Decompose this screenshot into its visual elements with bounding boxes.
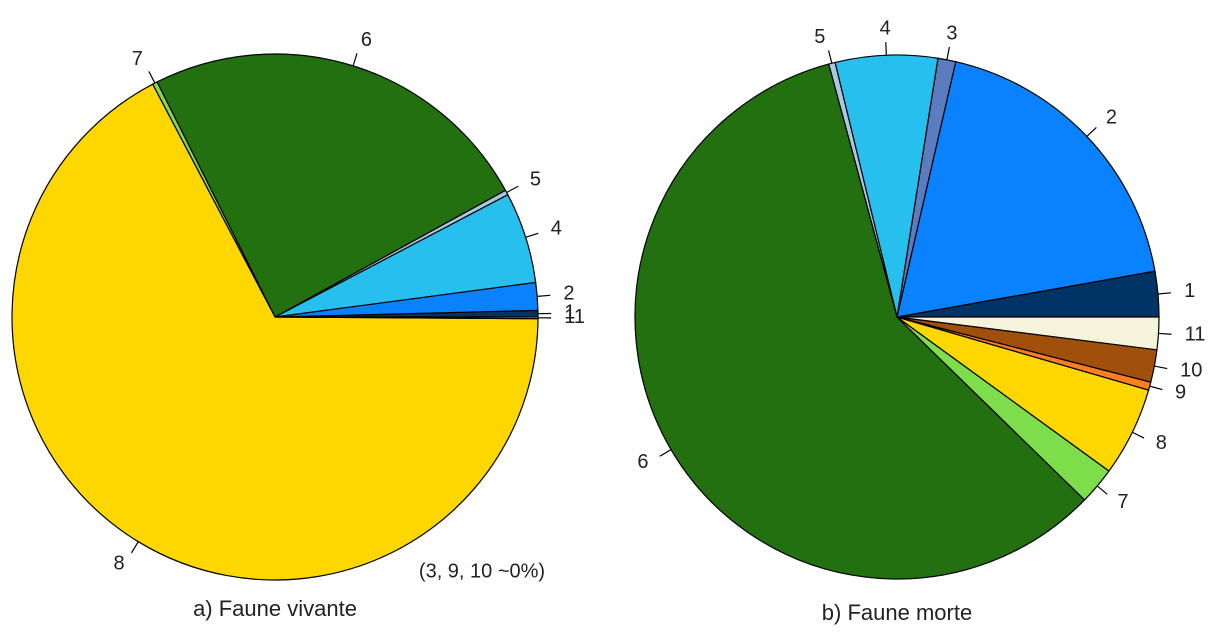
pie-slice (896, 60, 1156, 318)
slice-label: 2 (1106, 107, 1117, 129)
chart-title: b) Faune morte (822, 600, 972, 625)
label-leader (828, 50, 833, 64)
label-leader (1096, 485, 1108, 495)
slice-label: 2 (563, 283, 574, 305)
chart-title: a) Faune vivante (193, 596, 357, 621)
slice-label: 3 (946, 22, 957, 44)
label-leader (1157, 292, 1172, 295)
label-leader (525, 232, 539, 238)
slice-label: 7 (1117, 491, 1128, 513)
annotation: (3, 9, 10 ~0%) (419, 560, 545, 582)
label-leader (506, 185, 519, 194)
slice-label: 7 (132, 48, 143, 70)
slice-label: 4 (880, 17, 891, 39)
slice-label: 9 (1175, 381, 1186, 403)
label-leader (1158, 332, 1172, 335)
slice-label: 5 (530, 168, 541, 190)
pie-slice (634, 63, 1086, 580)
slice-label: 6 (361, 29, 372, 51)
label-leader (130, 541, 139, 554)
slice-label: 8 (113, 552, 124, 574)
slice-label: 6 (637, 451, 648, 473)
slice-label: 11 (1185, 323, 1206, 345)
label-leader (1149, 385, 1163, 391)
label-leader (1154, 365, 1168, 370)
label-leader (1086, 126, 1097, 137)
pie-slice (896, 316, 1160, 351)
slice-label: 8 (1156, 432, 1167, 454)
label-leader (537, 294, 551, 297)
label-leader (885, 42, 887, 56)
label-leader (148, 71, 156, 84)
slice-label: 5 (814, 26, 825, 48)
label-leader (1132, 431, 1145, 439)
label-leader (659, 449, 672, 457)
slice-label: 1 (564, 302, 575, 324)
slice-label: 1 (1184, 280, 1195, 302)
slice-label: 11 (564, 306, 585, 328)
label-leader (946, 46, 950, 60)
slice-label: 10 (1180, 359, 1202, 381)
slice-label: 4 (551, 218, 562, 240)
pie-slice (11, 83, 539, 581)
label-leader (352, 53, 358, 67)
